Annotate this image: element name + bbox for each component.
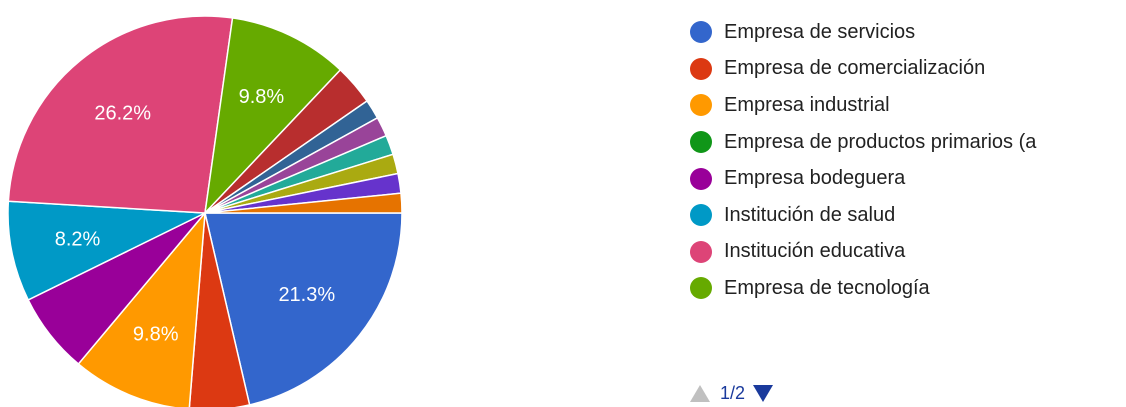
legend-label: Empresa industrial [724, 93, 890, 116]
pie-slice [77, 210, 206, 407]
legend-label: Empresa de productos primarios (a [724, 130, 1037, 153]
legend: Empresa de servicios Empresa de comercial… [690, 14, 1126, 307]
pie-slice [7, 15, 234, 214]
legend-swatch [690, 240, 712, 263]
pie-slice-label: 8.2% [55, 229, 101, 251]
pager-page-indicator: 1/2 [720, 383, 746, 403]
pie-slice [203, 17, 342, 216]
pie-slice-label: 26.2% [94, 102, 151, 124]
next-page-arrow-icon[interactable] [753, 385, 774, 402]
legend-swatch [690, 204, 712, 227]
pie-slice-label: 9.8% [133, 323, 179, 345]
legend-swatch [690, 277, 712, 300]
legend-swatch [690, 21, 712, 44]
legend-item[interactable]: Empresa bodeguera [690, 160, 1126, 197]
legend-swatch [690, 131, 712, 154]
pie-chart: 21.3% 9.8% 8.2% 26.2% 9.8% [7, 15, 403, 407]
legend-item[interactable]: Empresa de tecnología [690, 270, 1126, 307]
legend-label: Institución de salud [724, 203, 896, 226]
pie-slice [188, 212, 251, 407]
legend-pager: 1/2 [690, 383, 774, 404]
legend-swatch [690, 57, 712, 80]
legend-item[interactable]: Empresa de comercialización [690, 51, 1126, 88]
legend-label: Empresa de tecnología [724, 276, 930, 299]
legend-label: Empresa de comercialización [724, 57, 986, 80]
pie-slice [204, 212, 403, 406]
legend-label: Institución educativa [724, 240, 906, 263]
legend-label: Empresa bodeguera [724, 167, 906, 190]
pie-slice [204, 192, 403, 214]
legend-item[interactable]: Empresa de productos primarios (a [690, 124, 1126, 161]
legend-item[interactable]: Institución de salud [690, 197, 1126, 234]
legend-item[interactable]: Empresa industrial [690, 87, 1126, 124]
previous-page-arrow-icon [690, 385, 710, 402]
pie-slice [7, 200, 208, 301]
legend-swatch [690, 94, 712, 117]
pie-slice-label: 21.3% [278, 284, 335, 306]
pie-slice-label: 9.8% [239, 86, 285, 108]
legend-swatch [690, 167, 712, 190]
legend-label: Empresa de servicios [724, 20, 916, 43]
legend-item[interactable]: Institución educativa [690, 234, 1126, 271]
legend-item[interactable]: Empresa de servicios [690, 14, 1126, 51]
